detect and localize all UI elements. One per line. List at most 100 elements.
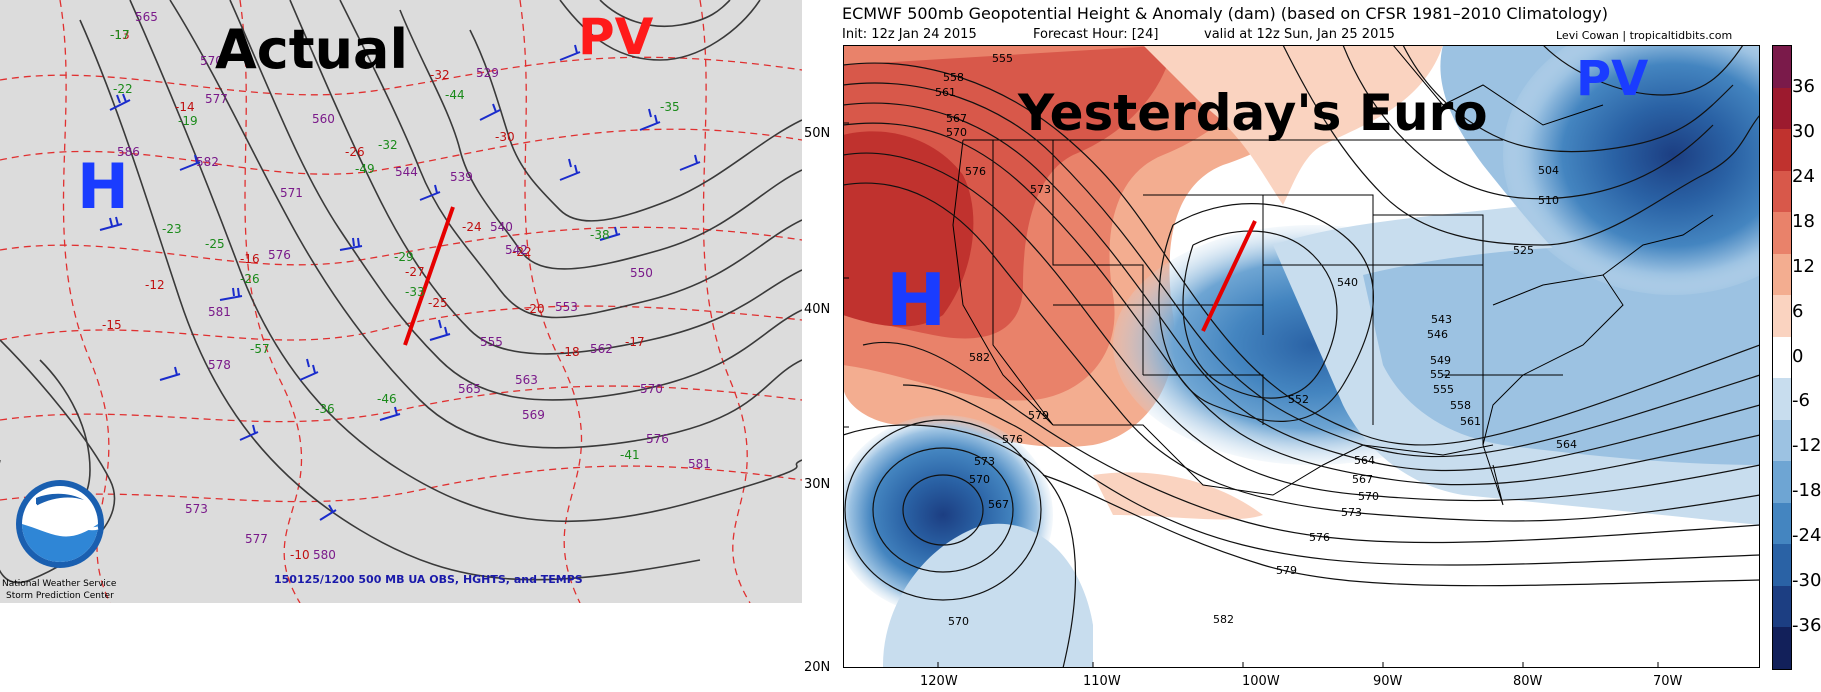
contour-label: 543 [1431, 313, 1452, 326]
station-value: -57 [250, 342, 270, 356]
init-time: Init: 12z Jan 24 2015 [842, 27, 977, 42]
contour-label: 564 [1354, 454, 1375, 467]
credit-line: Levi Cowan | tropicaltidbits.com [1556, 29, 1733, 42]
contour-label: 570 [946, 126, 967, 139]
high-pressure-label: H [886, 258, 947, 342]
colorbar [1772, 45, 1792, 670]
station-value: -22 [512, 245, 532, 259]
station-value: -10 [290, 548, 310, 562]
colorbar-swatch [1773, 378, 1791, 421]
station-value: -35 [660, 100, 680, 114]
station-value: -44 [445, 88, 465, 102]
colorbar-swatch [1773, 544, 1791, 587]
contour-label: 576 [1309, 531, 1330, 544]
station-value: 542 [505, 243, 528, 257]
contour-label: 567 [988, 498, 1009, 511]
height-contours [843, 45, 1760, 668]
contour-label: 567 [1352, 473, 1373, 486]
actual-analysis-map: -13 -14 -12 -16 -15 -26 -27 -24 -22 -20 … [0, 0, 803, 604]
colorbar-tick-label: 18 [1792, 210, 1815, 232]
station-value: -27 [405, 265, 425, 279]
forecast-title: ECMWF 500mb Geopotential Height & Anomal… [842, 4, 1609, 23]
station-value: 581 [208, 305, 231, 319]
contour-label: 570 [1358, 490, 1379, 503]
agency-line-2: Storm Prediction Center [6, 591, 114, 601]
contour-label: 555 [1433, 383, 1454, 396]
station-value: 577 [205, 92, 228, 106]
trough-axis-line [1201, 220, 1257, 332]
contour-label: 579 [1028, 409, 1049, 422]
contour-label: 504 [1538, 164, 1559, 177]
station-value: 562 [590, 342, 613, 356]
station-value: -18 [560, 345, 580, 359]
station-value: -14 [175, 100, 195, 114]
station-value: -19 [178, 114, 198, 128]
noaa-logo: NOAA [14, 478, 106, 570]
colorbar-tick-label: 6 [1792, 300, 1804, 322]
lon-label: 120W [920, 674, 958, 689]
station-value: 539 [450, 170, 473, 184]
station-value: 544 [395, 165, 418, 179]
colorbar-tick-label: 24 [1792, 165, 1815, 187]
station-value: -29 [394, 250, 414, 264]
wind-barbs [99, 44, 701, 521]
contour-label: 582 [969, 351, 990, 364]
colorbar-tick-label: -18 [1792, 480, 1821, 502]
station-value: 586 [117, 145, 140, 159]
contour-label: 558 [943, 71, 964, 84]
station-value: 582 [196, 155, 219, 169]
station-value: 560 [312, 112, 335, 126]
colorbar-swatch [1773, 419, 1791, 462]
pv-label: PV [578, 8, 654, 66]
station-value: -25 [205, 237, 225, 251]
contour-label: 546 [1427, 328, 1448, 341]
station-value: -24 [462, 220, 482, 234]
lat-label: 20N [804, 660, 831, 675]
lat-label: 30N [804, 477, 831, 492]
trough-axis-line [403, 206, 455, 346]
contour-label: 573 [1030, 183, 1051, 196]
colorbar-tick-label: -24 [1792, 525, 1821, 547]
station-value: -26 [345, 145, 365, 159]
yesterdays-euro-label: Yesterday's Euro [1018, 84, 1488, 142]
station-value: 565 [135, 10, 158, 24]
station-value: 540 [490, 220, 513, 234]
station-value: 565 [458, 382, 481, 396]
colorbar-swatch [1773, 212, 1791, 255]
height-contours [0, 0, 803, 584]
agency-line-1: National Weather Service [2, 579, 117, 589]
ecmwf-forecast-map: ECMWF 500mb Geopotential Height & Anomal… [804, 0, 1821, 692]
station-value: -17 [625, 335, 645, 349]
station-value: 550 [630, 266, 653, 280]
colorbar-tick-label: 30 [1792, 120, 1815, 142]
lon-label: 100W [1242, 674, 1280, 689]
station-value: 581 [688, 457, 711, 471]
station-value: -23 [162, 222, 182, 236]
station-value: -32 [430, 68, 450, 82]
contour-label: 552 [1430, 368, 1451, 381]
contour-label: 561 [935, 86, 956, 99]
colorbar-tick-label: -6 [1792, 390, 1810, 412]
contour-label: 549 [1430, 354, 1451, 367]
station-value: -17 [110, 28, 130, 42]
colorbar-swatch [1773, 585, 1791, 628]
contour-label: 552 [1288, 393, 1309, 406]
noaa-logo-icon [16, 480, 104, 568]
station-value: 576 [268, 248, 291, 262]
station-value: 571 [280, 186, 303, 200]
contour-label: 576 [965, 165, 986, 178]
lon-label: 90W [1373, 674, 1403, 689]
colorbar-swatch [1773, 502, 1791, 545]
colorbar-swatch [1773, 336, 1791, 379]
station-value: -32 [378, 138, 398, 152]
actual-label: Actual [215, 18, 409, 81]
colorbar-swatch [1773, 627, 1791, 670]
station-value: -49 [355, 162, 375, 176]
forecast-map-canvas [843, 45, 1760, 668]
colorbar-tick-labels: 36 30 24 18 12 6 0 -6 -12 -18 -24 -30 -36 [1792, 45, 1821, 668]
colorbar-swatch [1773, 170, 1791, 213]
station-value: 569 [522, 408, 545, 422]
lat-label: 50N [804, 126, 831, 141]
station-value: -30 [495, 130, 515, 144]
contour-label: 510 [1538, 194, 1559, 207]
